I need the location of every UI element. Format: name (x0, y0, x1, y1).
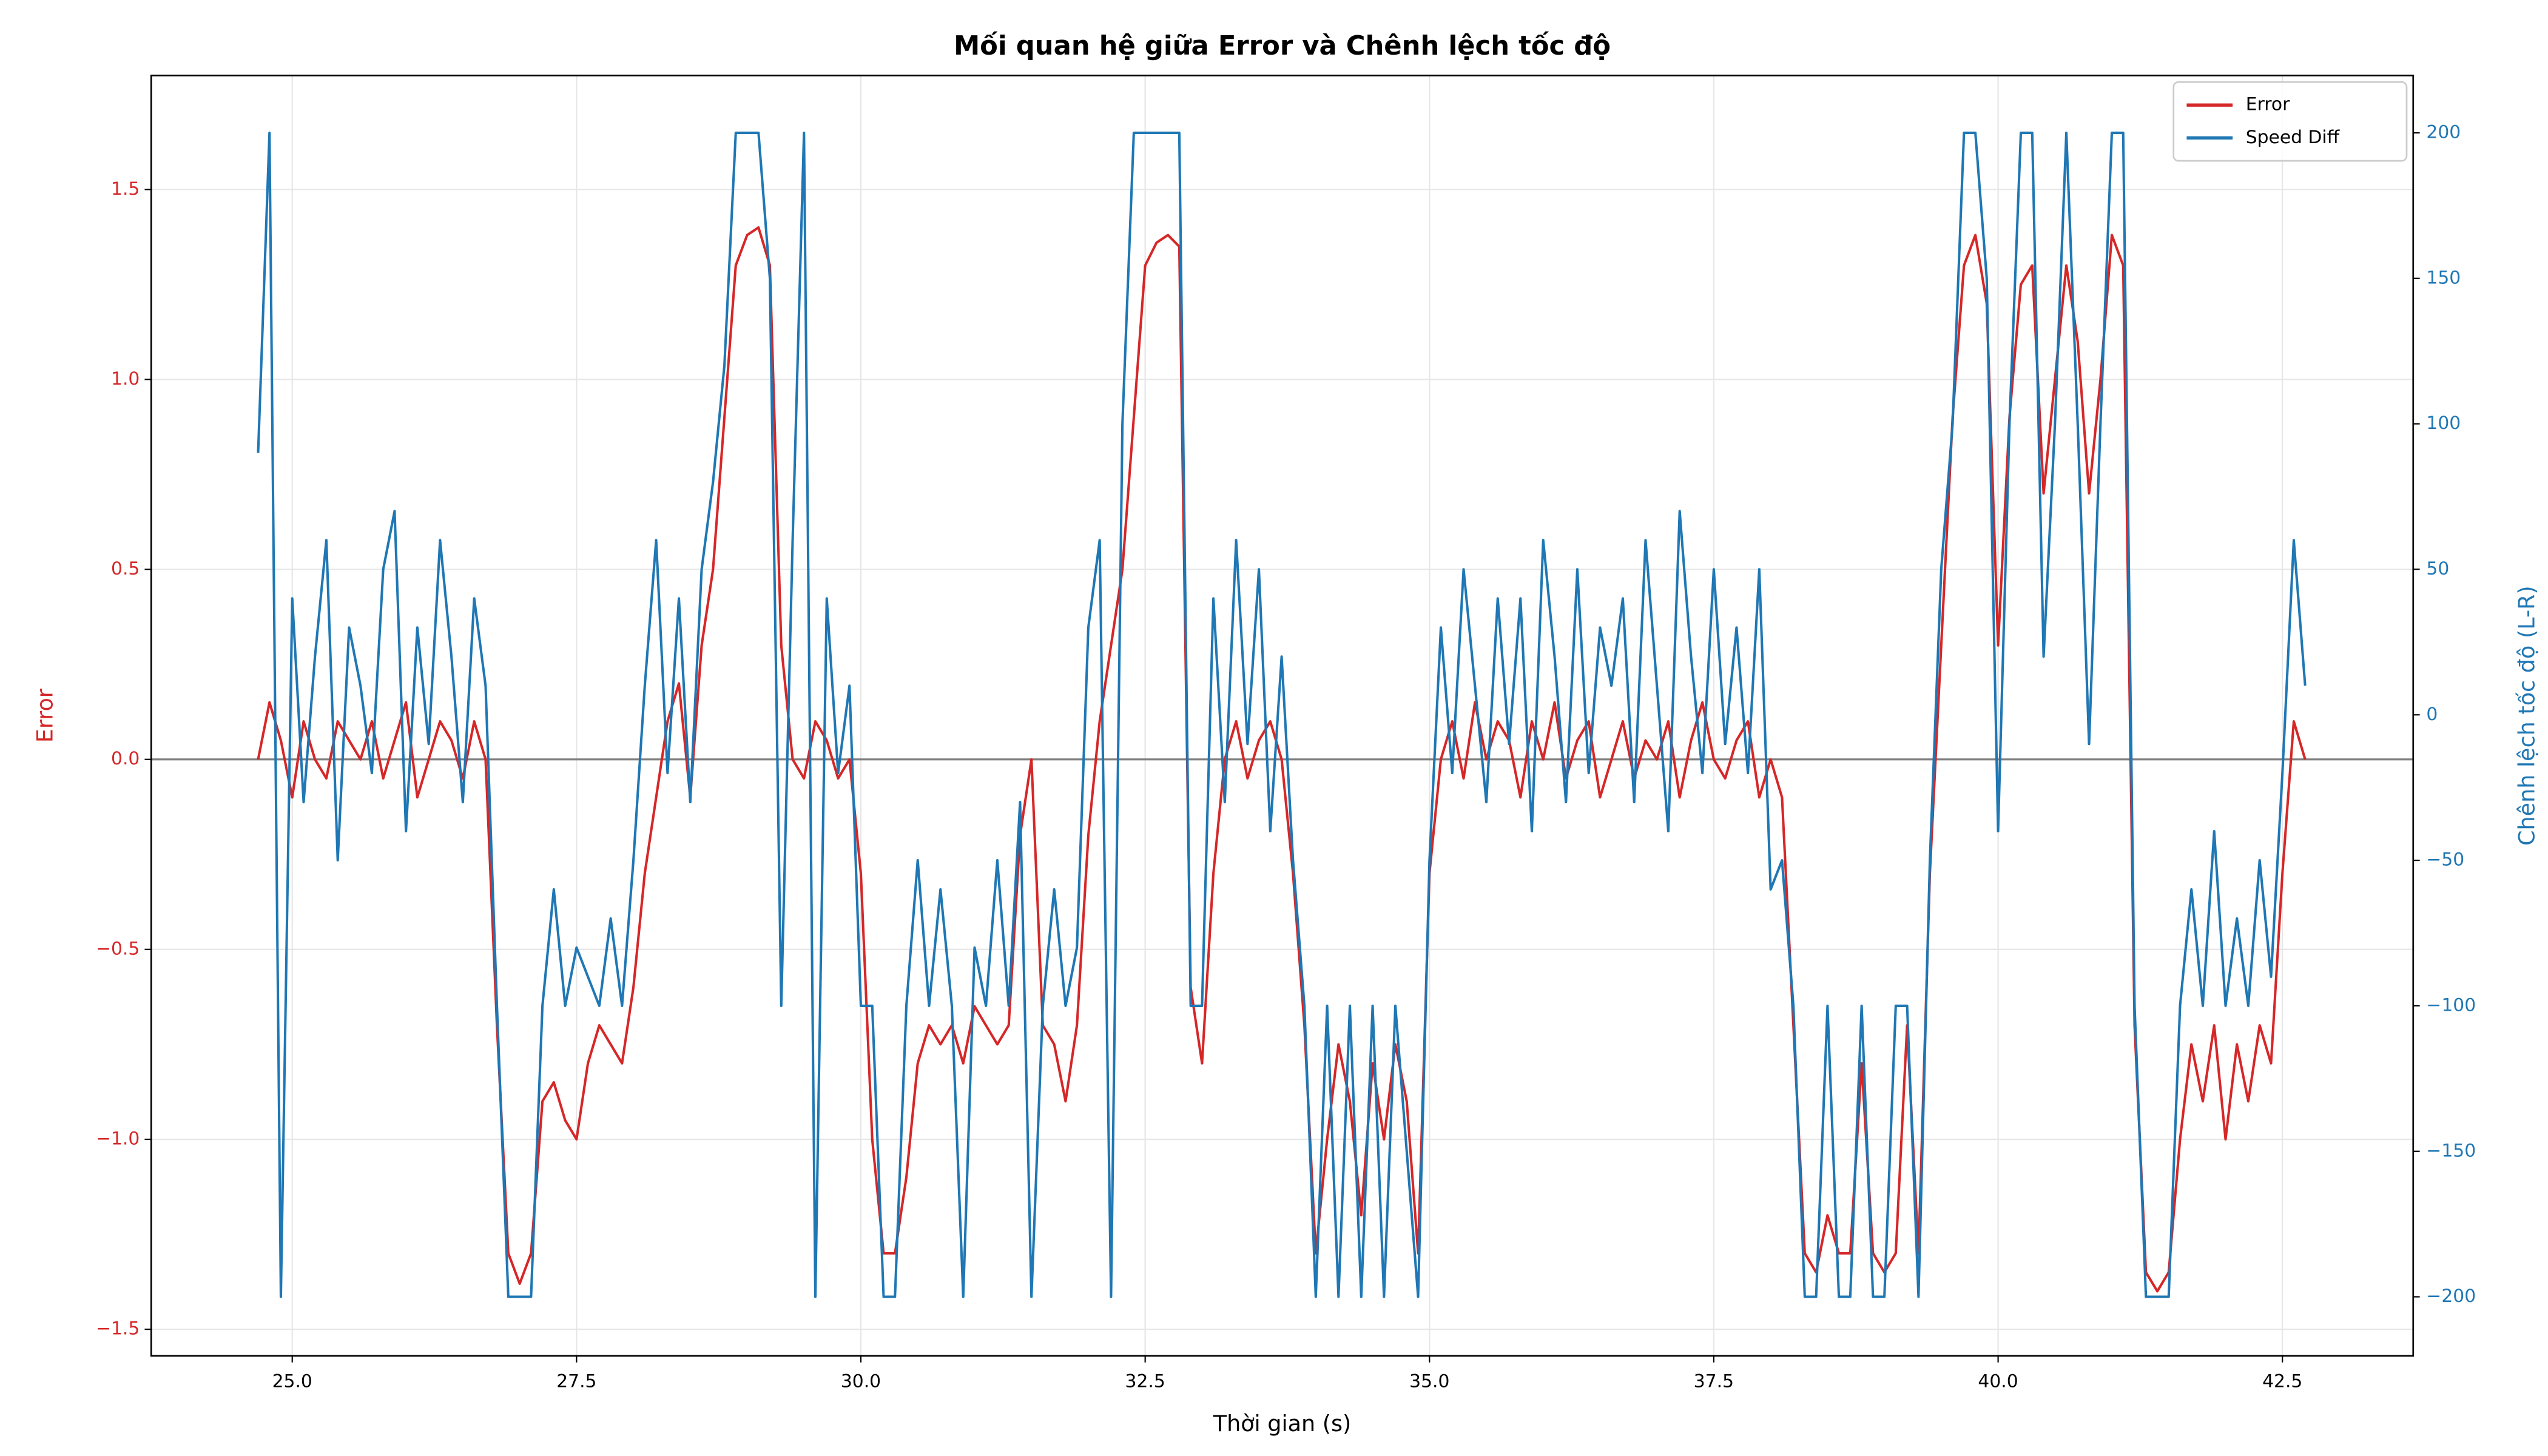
y2-tick-label: 0 (2426, 704, 2438, 725)
x-tick-label: 30.0 (841, 1371, 881, 1392)
legend-label: Error (2246, 94, 2290, 115)
legend: Error Speed Diff (2172, 81, 2408, 162)
x-tick-label: 25.0 (272, 1371, 312, 1392)
y-tick-label: −1.0 (96, 1128, 140, 1149)
y-tick-label: −1.5 (96, 1318, 140, 1340)
x-tick-label: 32.5 (1125, 1371, 1165, 1392)
y2-tick-label: 150 (2426, 267, 2461, 288)
x-tick-label: 35.0 (1409, 1371, 1449, 1392)
x-tick-label: 37.5 (1694, 1371, 1734, 1392)
x-tick-label: 27.5 (556, 1371, 596, 1392)
series-line (257, 131, 2307, 1298)
y2-tick-label: −50 (2426, 849, 2464, 871)
y2-tick-label: −150 (2426, 1140, 2476, 1161)
y2-tick-label: −100 (2426, 994, 2476, 1016)
series-line (257, 226, 2307, 1293)
y-tick-label: −0.5 (96, 938, 140, 959)
y2-tick-label: −200 (2426, 1286, 2476, 1307)
y2-tick-label: 50 (2426, 558, 2449, 579)
y-axis-label: Error (32, 688, 58, 743)
x-tick-label: 40.0 (1978, 1371, 2018, 1392)
x-tick-label: 42.5 (2262, 1371, 2302, 1392)
plot-frame (150, 75, 2415, 1357)
legend-label: Speed Diff (2246, 127, 2341, 148)
y2-axis-label: Chênh lệch tốc độ (L-R) (2514, 585, 2540, 846)
y-tick-label: 0.0 (111, 748, 140, 769)
y2-tick-label: 200 (2426, 121, 2461, 143)
y2-tick-label: 100 (2426, 413, 2461, 434)
x-axis-label: Thời gian (s) (1213, 1410, 1352, 1437)
y-tick-label: 1.5 (111, 178, 140, 200)
y-tick-label: 1.0 (111, 368, 140, 389)
chart-title: Mối quan hệ giữa Error và Chênh lệch tốc… (954, 31, 1611, 61)
legend-box (2172, 81, 2408, 162)
y-tick-label: 0.5 (111, 558, 140, 579)
